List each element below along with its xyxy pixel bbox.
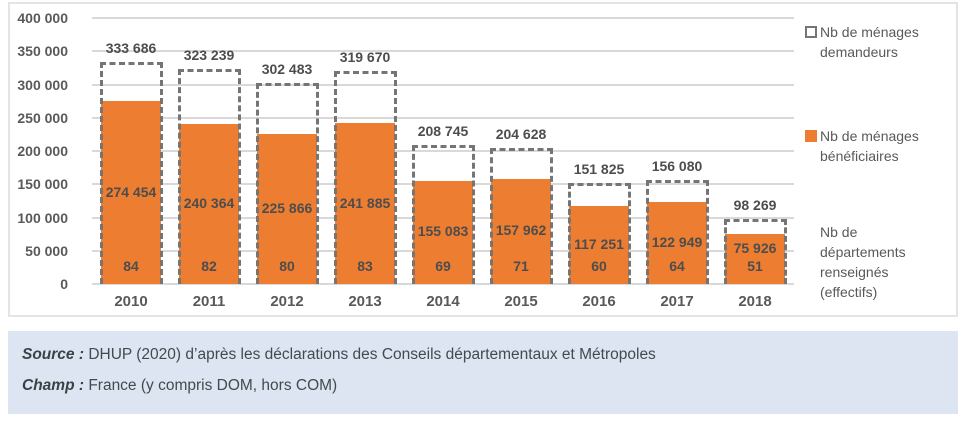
beneficiaires-bar	[179, 124, 239, 284]
demandeurs-outline-bar	[411, 145, 475, 284]
beneficiaires-value-label: 122 949	[651, 234, 703, 251]
beneficiaires-value-label: 225 866	[261, 199, 313, 216]
gridline	[92, 17, 794, 19]
legend-label: Nb de ménages bénéficiaires	[820, 128, 919, 164]
source-text: DHUP (2020) d’après les déclarations des…	[88, 346, 656, 363]
champ-label: Champ :	[22, 377, 84, 394]
demandeurs-outline-bar	[177, 69, 241, 284]
gridline	[92, 50, 794, 53]
beneficiaires-value-label: 274 454	[105, 183, 157, 200]
x-axis-label: 2016	[582, 293, 616, 310]
departements-value-label: 82	[201, 258, 217, 274]
departements-value-label: 60	[591, 258, 607, 274]
legend-item-1: Nb de ménages demandeurs	[805, 22, 925, 62]
beneficiaires-bar	[101, 101, 161, 284]
demandeurs-outline-bar	[567, 183, 631, 284]
departements-value-label: 84	[123, 258, 139, 274]
beneficiaires-bar	[725, 233, 785, 284]
demandeurs-value-label: 98 269	[733, 196, 777, 213]
legend-item-2: Nb de ménages bénéficiaires	[805, 126, 925, 166]
dashed-outline-swatch-icon	[805, 26, 817, 38]
demandeurs-outline-bar	[645, 180, 709, 284]
beneficiaires-bar	[491, 178, 551, 284]
gridline	[92, 116, 794, 119]
gridline	[92, 83, 794, 86]
beneficiaires-bar	[569, 206, 629, 284]
demandeurs-outline-bar	[99, 62, 163, 284]
demandeurs-outline-bar	[333, 71, 397, 284]
gridline	[92, 283, 794, 285]
beneficiaires-bar	[413, 180, 473, 284]
departements-value-label: 69	[435, 258, 451, 274]
demandeurs-value-label: 204 628	[495, 125, 547, 142]
x-axis-label: 2018	[738, 293, 772, 310]
x-axis-label: 2010	[114, 293, 148, 310]
x-axis-label: 2015	[504, 293, 538, 310]
beneficiaires-value-label: 75 926	[733, 240, 777, 256]
y-axis-tick-label: 0	[60, 276, 68, 292]
y-axis-tick-label: 350 000	[17, 43, 68, 60]
demandeurs-outline-bar	[255, 82, 319, 284]
beneficiaires-value-label: 117 251	[574, 236, 624, 252]
beneficiaires-bar	[647, 202, 707, 284]
y-axis-tick-label: 250 000	[17, 109, 68, 126]
gridline	[92, 150, 794, 152]
departements-value-label: 71	[513, 258, 529, 274]
demandeurs-value-label: 302 483	[261, 60, 313, 77]
champ-text: France (y compris DOM, hors COM)	[88, 377, 338, 394]
demandeurs-value-label: 333 686	[105, 40, 157, 57]
demandeurs-value-label: 208 745	[417, 123, 469, 140]
legend-item-3: Nb de départements renseignés (effectifs…	[805, 222, 925, 302]
y-axis-tick-label: 400 000	[17, 10, 68, 26]
x-axis-label: 2012	[270, 293, 304, 310]
demandeurs-value-label: 319 670	[339, 49, 391, 66]
demandeurs-outline-bar	[489, 147, 553, 284]
legend-label: Nb de départements renseignés (effectifs…	[820, 224, 906, 300]
departements-value-label: 80	[279, 258, 295, 274]
beneficiaires-value-label: 155 083	[417, 223, 469, 240]
legend: Nb de ménages demandeurs Nb de ménages bé…	[805, 4, 955, 315]
demandeurs-outline-bar	[723, 218, 787, 284]
beneficiaires-bar	[335, 123, 395, 284]
departements-value-label: 64	[669, 258, 685, 274]
beneficiaires-value-label: 157 962	[495, 222, 547, 239]
x-axis-label: 2013	[348, 293, 382, 310]
y-axis-tick-label: 300 000	[17, 76, 68, 93]
y-axis-tick-label: 150 000	[17, 176, 68, 193]
beneficiaires-bar	[257, 133, 317, 284]
x-axis-label: 2011	[192, 293, 226, 310]
source-label: Source :	[22, 346, 85, 363]
beneficiaires-value-label: 240 364	[183, 195, 235, 212]
source-panel: Source : DHUP (2020) d’après les déclara…	[8, 331, 958, 414]
chart-panel: 0 50 000 100 000 150 000 200 000 250 000 300 0…	[8, 2, 958, 317]
demandeurs-value-label: 156 080	[651, 158, 703, 175]
legend-label: Nb de ménages demandeurs	[820, 24, 919, 60]
y-axis-tick-label: 200 000	[17, 143, 68, 159]
departements-value-label: 51	[747, 258, 763, 274]
departements-value-label: 83	[357, 258, 373, 274]
y-axis-tick-label: 100 000	[17, 209, 68, 226]
x-axis-label: 2017	[660, 293, 694, 310]
beneficiaires-value-label: 241 885	[339, 194, 391, 211]
demandeurs-value-label: 151 825	[573, 161, 625, 178]
orange-fill-swatch-icon	[805, 130, 817, 142]
source-line: Source : DHUP (2020) d’après les déclara…	[22, 344, 958, 365]
champ-line: Champ : France (y compris DOM, hors COM)	[22, 375, 958, 396]
y-axis-tick-label: 50 000	[25, 242, 68, 259]
x-axis-label: 2014	[426, 293, 460, 310]
demandeurs-value-label: 323 239	[183, 47, 235, 64]
